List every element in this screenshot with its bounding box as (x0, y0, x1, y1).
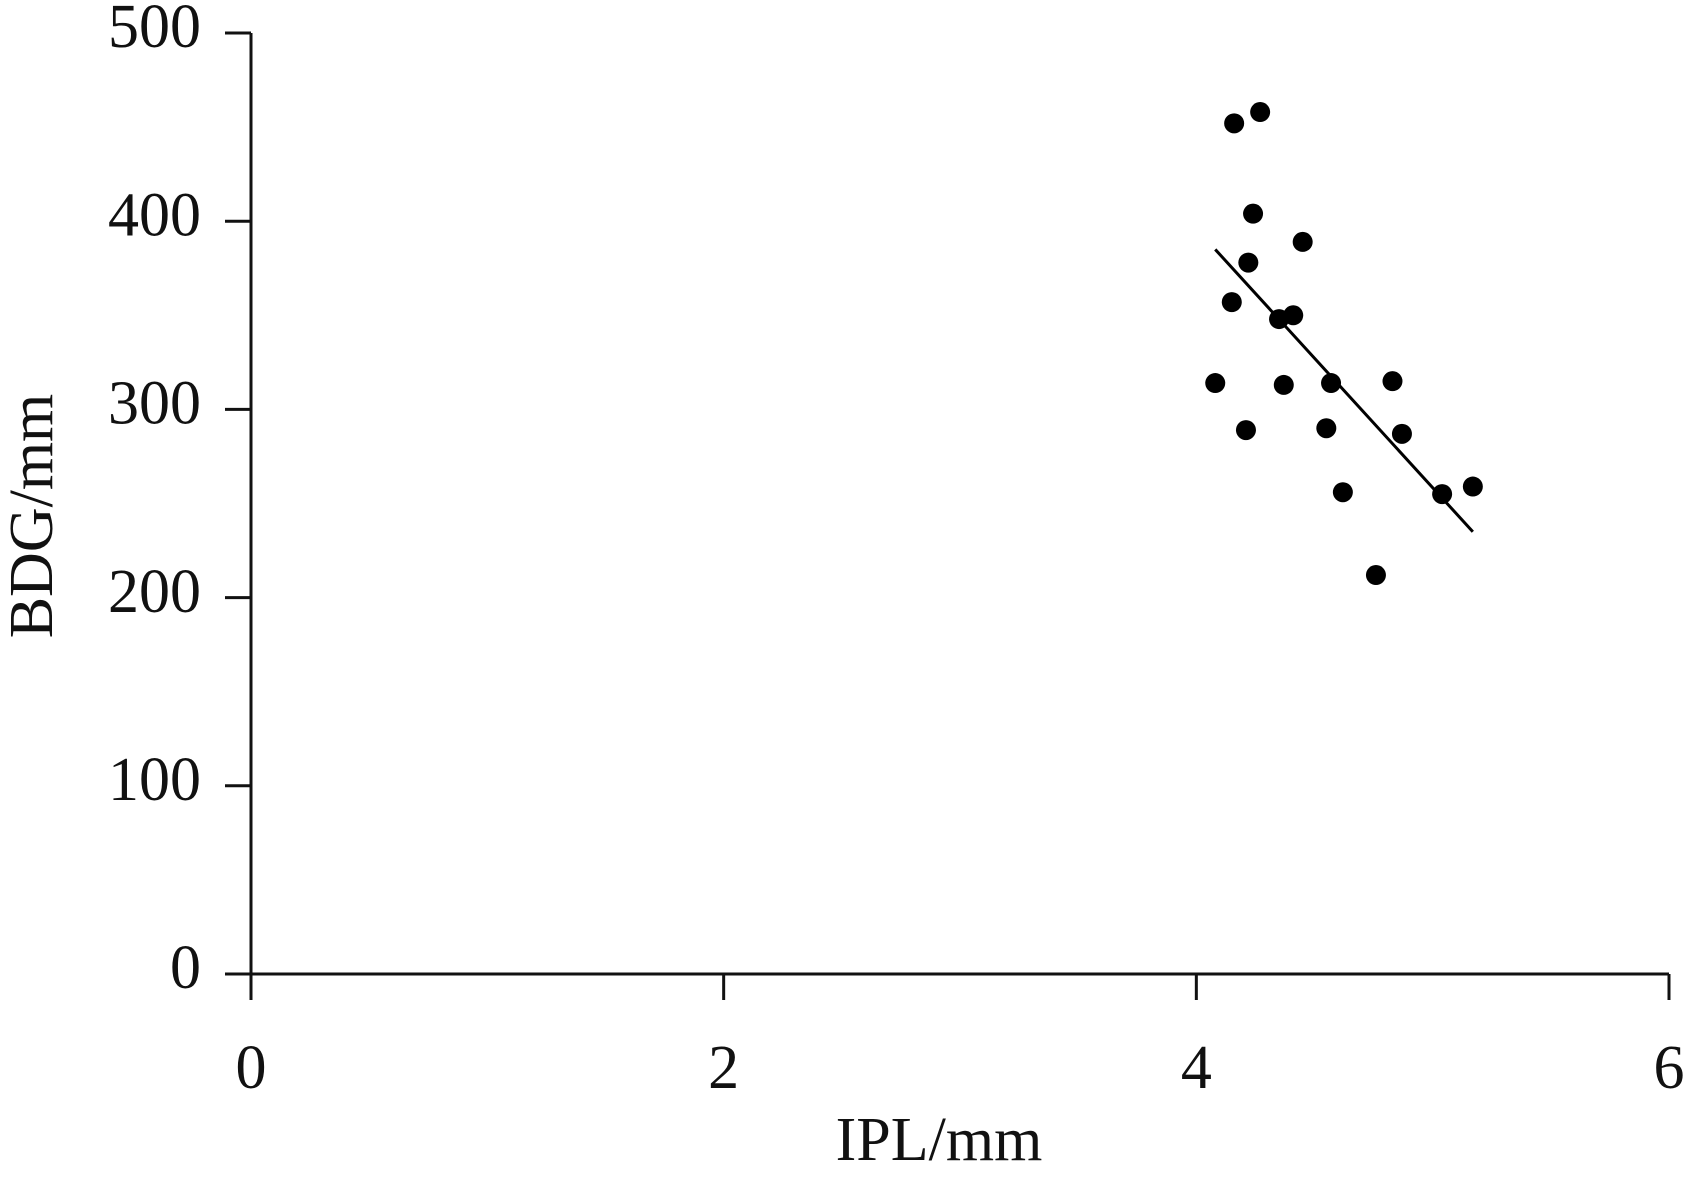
y-tick-label: 100 (108, 746, 201, 814)
point (1250, 102, 1271, 123)
x-tick-label: 2 (708, 1034, 739, 1102)
x-axis-label: IPL/mm (836, 1106, 1043, 1174)
y-tick-label: 300 (108, 370, 201, 438)
x-tick-label: 6 (1654, 1034, 1685, 1102)
point (1243, 203, 1264, 224)
y-axis-label: BDG/mm (0, 394, 66, 639)
point (1365, 565, 1386, 586)
point (1292, 231, 1313, 252)
point (1238, 252, 1259, 273)
point (1221, 292, 1242, 313)
y-tick-label: 0 (170, 934, 201, 1002)
trend-line (1214, 248, 1474, 533)
point (1391, 423, 1412, 444)
y-tick-label: 200 (108, 558, 201, 626)
point (1283, 305, 1304, 326)
point (1382, 371, 1403, 392)
x-tick-label: 4 (1181, 1034, 1212, 1102)
point (1432, 484, 1453, 505)
point (1321, 373, 1342, 394)
point (1235, 420, 1256, 441)
point (1332, 482, 1353, 503)
point (1273, 374, 1294, 395)
point (1462, 476, 1483, 497)
y-tick-label: 400 (108, 181, 201, 249)
point (1316, 418, 1337, 439)
x-tick-label: 0 (236, 1034, 267, 1102)
point (1205, 373, 1226, 394)
point (1224, 113, 1245, 134)
y-tick-label: 500 (108, 0, 201, 61)
